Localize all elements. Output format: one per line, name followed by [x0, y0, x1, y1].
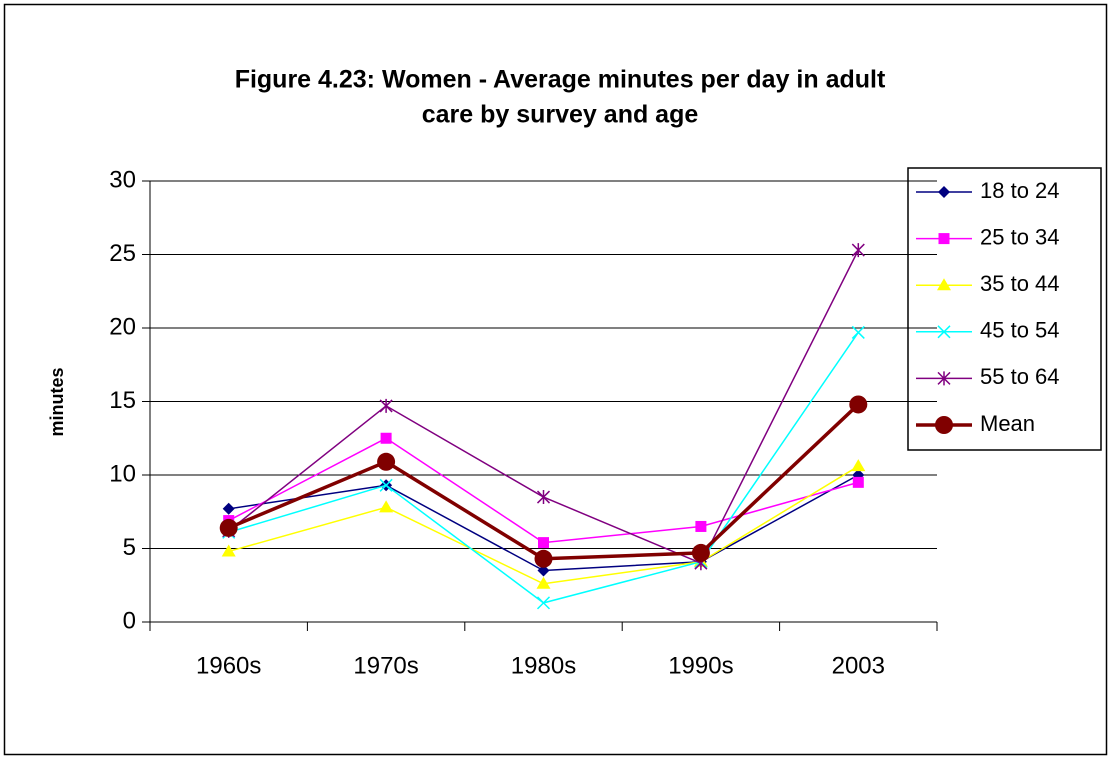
y-axis-label: minutes — [47, 367, 67, 436]
data-point — [221, 544, 236, 557]
data-point — [219, 518, 238, 537]
data-point — [851, 325, 865, 339]
legend-marker — [937, 371, 951, 386]
data-point — [380, 432, 392, 444]
legend-label: 45 to 54 — [980, 318, 1060, 343]
y-tick-label: 10 — [109, 460, 136, 487]
data-point — [852, 476, 864, 488]
legend-label: 35 to 44 — [980, 271, 1060, 296]
data-point — [538, 537, 549, 549]
y-tick-label: 0 — [123, 607, 136, 634]
data-point — [222, 502, 235, 515]
y-tick-label: 20 — [109, 313, 136, 340]
legend-marker — [937, 325, 951, 339]
legend-label: 18 to 24 — [980, 178, 1060, 203]
legend-marker — [935, 416, 953, 434]
data-point — [379, 500, 394, 513]
x-tick-label: 2003 — [832, 652, 885, 679]
legend — [907, 167, 1102, 451]
data-point — [851, 243, 865, 258]
x-tick-label: 1970s — [353, 652, 418, 679]
data-point — [377, 452, 396, 471]
data-point — [851, 459, 866, 472]
data-point — [537, 564, 550, 577]
data-point — [695, 520, 707, 532]
x-tick-label: 1980s — [511, 652, 576, 679]
legend-label: 55 to 64 — [980, 364, 1060, 389]
y-tick-label: 15 — [109, 387, 136, 414]
x-tick-label: 1960s — [196, 652, 261, 679]
chart-title: Figure 4.23: Women - Average minutes per… — [235, 66, 886, 94]
y-tick-label: 30 — [109, 166, 136, 193]
data-point — [379, 398, 393, 413]
chart-title: care by survey and age — [422, 101, 699, 129]
legend-label: 25 to 34 — [980, 224, 1060, 249]
legend-marker — [938, 233, 950, 245]
data-point — [536, 596, 551, 610]
data-point — [534, 549, 553, 568]
x-tick-label: 1990s — [668, 652, 733, 679]
legend-marker — [937, 278, 951, 291]
data-point — [379, 478, 393, 492]
data-point — [849, 395, 868, 414]
data-point — [691, 543, 710, 562]
data-point — [536, 576, 551, 589]
y-tick-label: 25 — [109, 240, 136, 267]
legend-label: Mean — [980, 411, 1035, 436]
y-tick-label: 5 — [123, 534, 136, 561]
legend-marker — [938, 186, 950, 198]
data-point — [536, 490, 551, 505]
